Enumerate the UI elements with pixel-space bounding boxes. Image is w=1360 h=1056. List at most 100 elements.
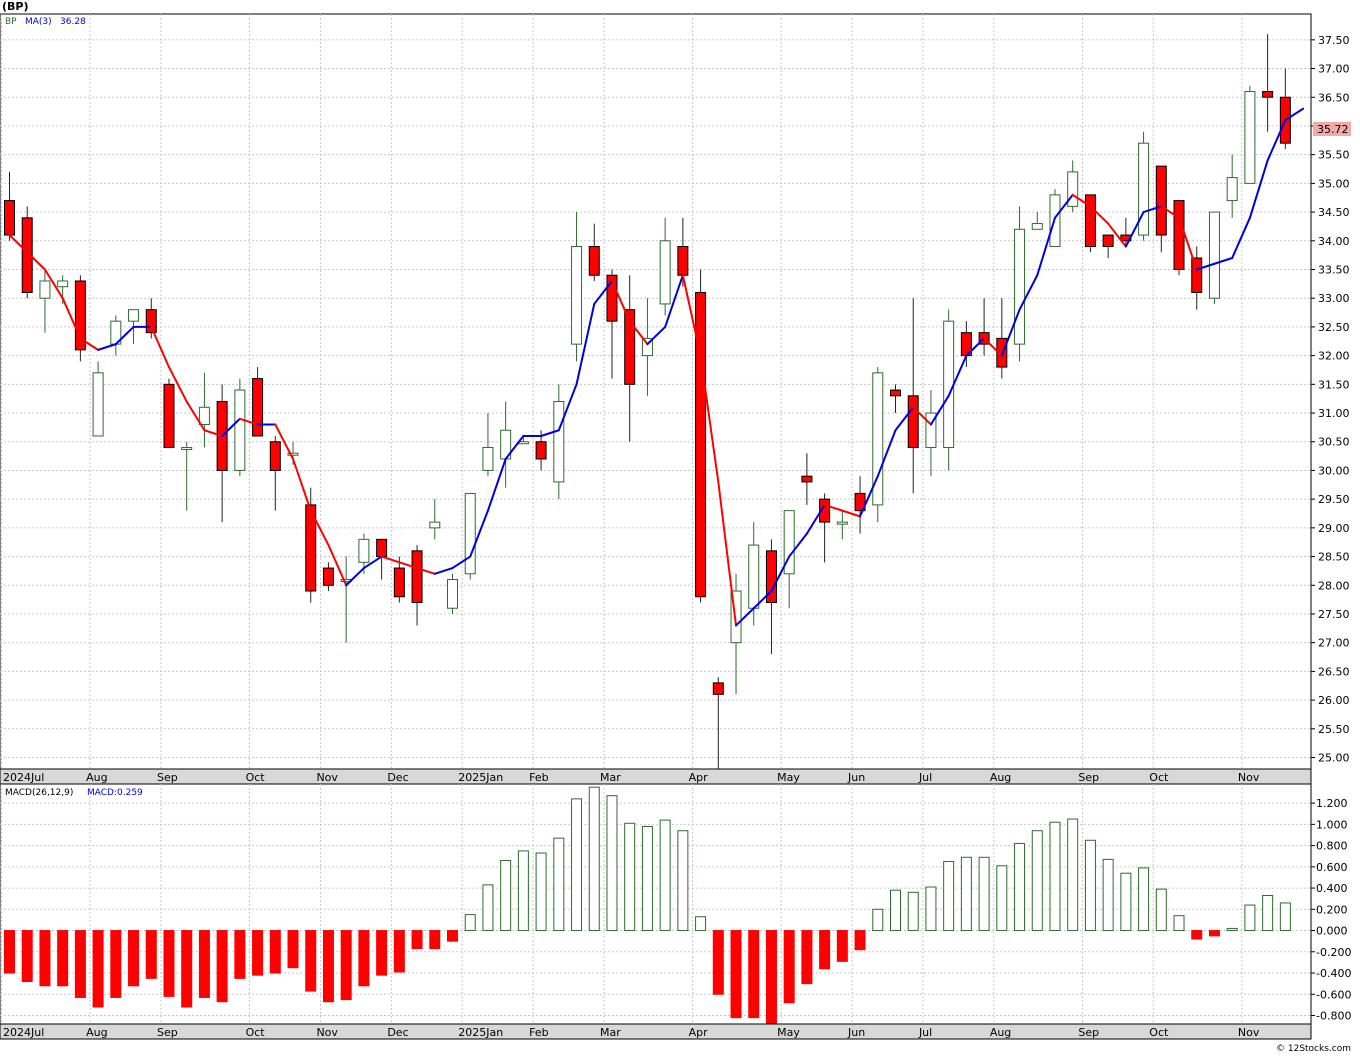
price-tick-label: 33.00 [1318,292,1350,305]
ma3-segment [1018,274,1039,311]
month-label: 2025Jan [458,771,503,784]
candle-body [145,309,157,334]
macd-bar [1244,904,1256,932]
ma3-segment [805,503,826,535]
candle-body [659,240,671,305]
ma3-segment [575,302,596,386]
candle-body [234,389,246,471]
candle-body [57,280,69,288]
candle-body [322,567,334,586]
month-label: Aug [86,1026,107,1039]
candle-body [447,579,458,609]
macd-bar [1173,915,1185,932]
month-label: Dec [387,771,408,784]
candle-body [730,590,742,644]
macd-bar [836,930,848,962]
candle-body [641,337,653,357]
ma3-segment [398,561,419,570]
ma3-segment [416,567,436,575]
ma3-segment [1036,216,1056,277]
macd-bar [287,930,299,969]
ma3-segment [1124,211,1145,248]
macd-bar [305,930,317,992]
price-tick-label: 37.00 [1318,63,1350,76]
month-label: Jul [918,1026,932,1039]
macd-bar [1208,930,1220,937]
candle-body [748,544,760,609]
candle-body [393,567,405,598]
ma3-segment [1266,119,1287,162]
ma3-segment [1284,107,1305,122]
ma3-segment [433,567,454,575]
macd-bar [659,819,671,932]
ma3-segment [238,417,259,426]
macd-tick-label: 0.000 [1316,925,1348,938]
macd-bar [429,930,441,950]
macd-bar [783,930,795,1004]
macd-tick-label: -0.400 [1316,967,1351,980]
macd-bar [340,930,352,1001]
price-y-axis: 37.5037.0036.5036.0035.5035.0034.5034.00… [1311,34,1350,765]
ma3-segment [504,434,525,460]
ma3-segment [540,429,560,437]
candle-body [181,446,193,450]
month-label: Feb [529,771,548,784]
macd-bar [1262,895,1274,932]
candle-body [482,446,494,471]
macd-panel [0,783,1312,1025]
macd-tick-label: 0.600 [1316,861,1348,874]
month-labels-bottom: 2024Jul Aug Sep Oct Nov Dec 2025Jan Feb Mar Apr Ma… [3,1026,1260,1039]
legend-ma-label: MA(3) [25,17,52,27]
candle-body [4,200,15,236]
month-label: Nov [316,771,338,784]
candle-body [74,280,86,351]
price-tick-label: 35.50 [1318,149,1350,162]
candle-body [1226,177,1238,202]
month-label: 2024Jul [3,1026,44,1039]
macd-bar [1067,818,1079,932]
price-tick-label: 29.00 [1318,522,1350,535]
month-label: Mar [600,1026,621,1039]
ma3-segment [681,274,702,357]
month-strip-top [0,768,1312,785]
month-label: Sep [1078,1026,1099,1039]
ma3-segment [717,480,738,627]
macd-bar [1138,867,1150,932]
macd-tick-label: 0.200 [1316,903,1348,916]
macd-bar [4,930,15,974]
month-label: Oct [1149,1026,1169,1039]
month-label: Oct [246,1026,266,1039]
ma3-segment [8,234,29,254]
macd-bar [92,930,104,1008]
macd-bar [517,850,529,932]
macd-bar [74,930,86,998]
macd-bar [748,930,760,1019]
macd-bar [1226,927,1238,932]
macd-bar [1102,858,1114,932]
month-label: Nov [1238,771,1260,784]
ma3-segment [1071,193,1092,208]
ma3-segment [628,320,649,346]
month-label: Nov [316,1026,338,1039]
ma3-segment [114,325,135,346]
candle-body [765,550,777,603]
candle-body [836,521,848,525]
price-tick-label: 27.00 [1318,637,1350,650]
macd-bar [1155,888,1167,932]
ma3-segment [1142,205,1163,214]
ma3-segment [292,457,312,512]
ma3-segment [1107,222,1127,248]
macd-tick-label: -0.200 [1316,946,1351,959]
ma3-segment [735,607,755,627]
macd-bar [21,930,33,983]
macd-bar [163,930,175,997]
macd-bar [110,930,122,998]
ma3-segment [912,406,932,426]
candle-body [1031,223,1043,230]
ma3-segment [150,325,170,369]
price-tick-label: 30.00 [1318,464,1350,477]
month-label: Jul [918,771,932,784]
ma3-segment [451,555,472,570]
candle-body [198,406,210,426]
price-tick-label: 34.50 [1318,206,1350,219]
